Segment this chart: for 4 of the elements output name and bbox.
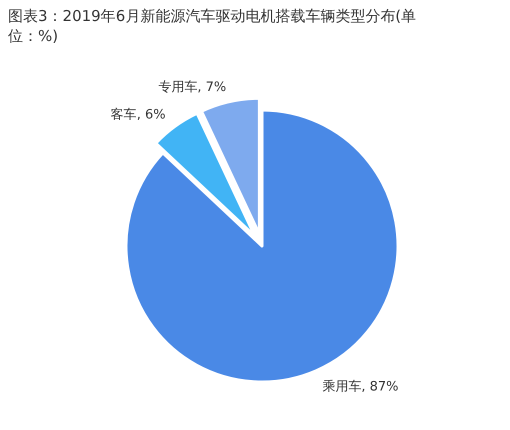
slice-label: 乘用车, 87% <box>322 380 399 394</box>
slice-label: 客车, 6% <box>110 106 166 122</box>
chart-title: 图表3：2019年6月新能源汽车驱动电机搭载车辆类型分布(单位：%) <box>8 6 418 46</box>
slice-label: 专用车, 7% <box>158 80 226 95</box>
